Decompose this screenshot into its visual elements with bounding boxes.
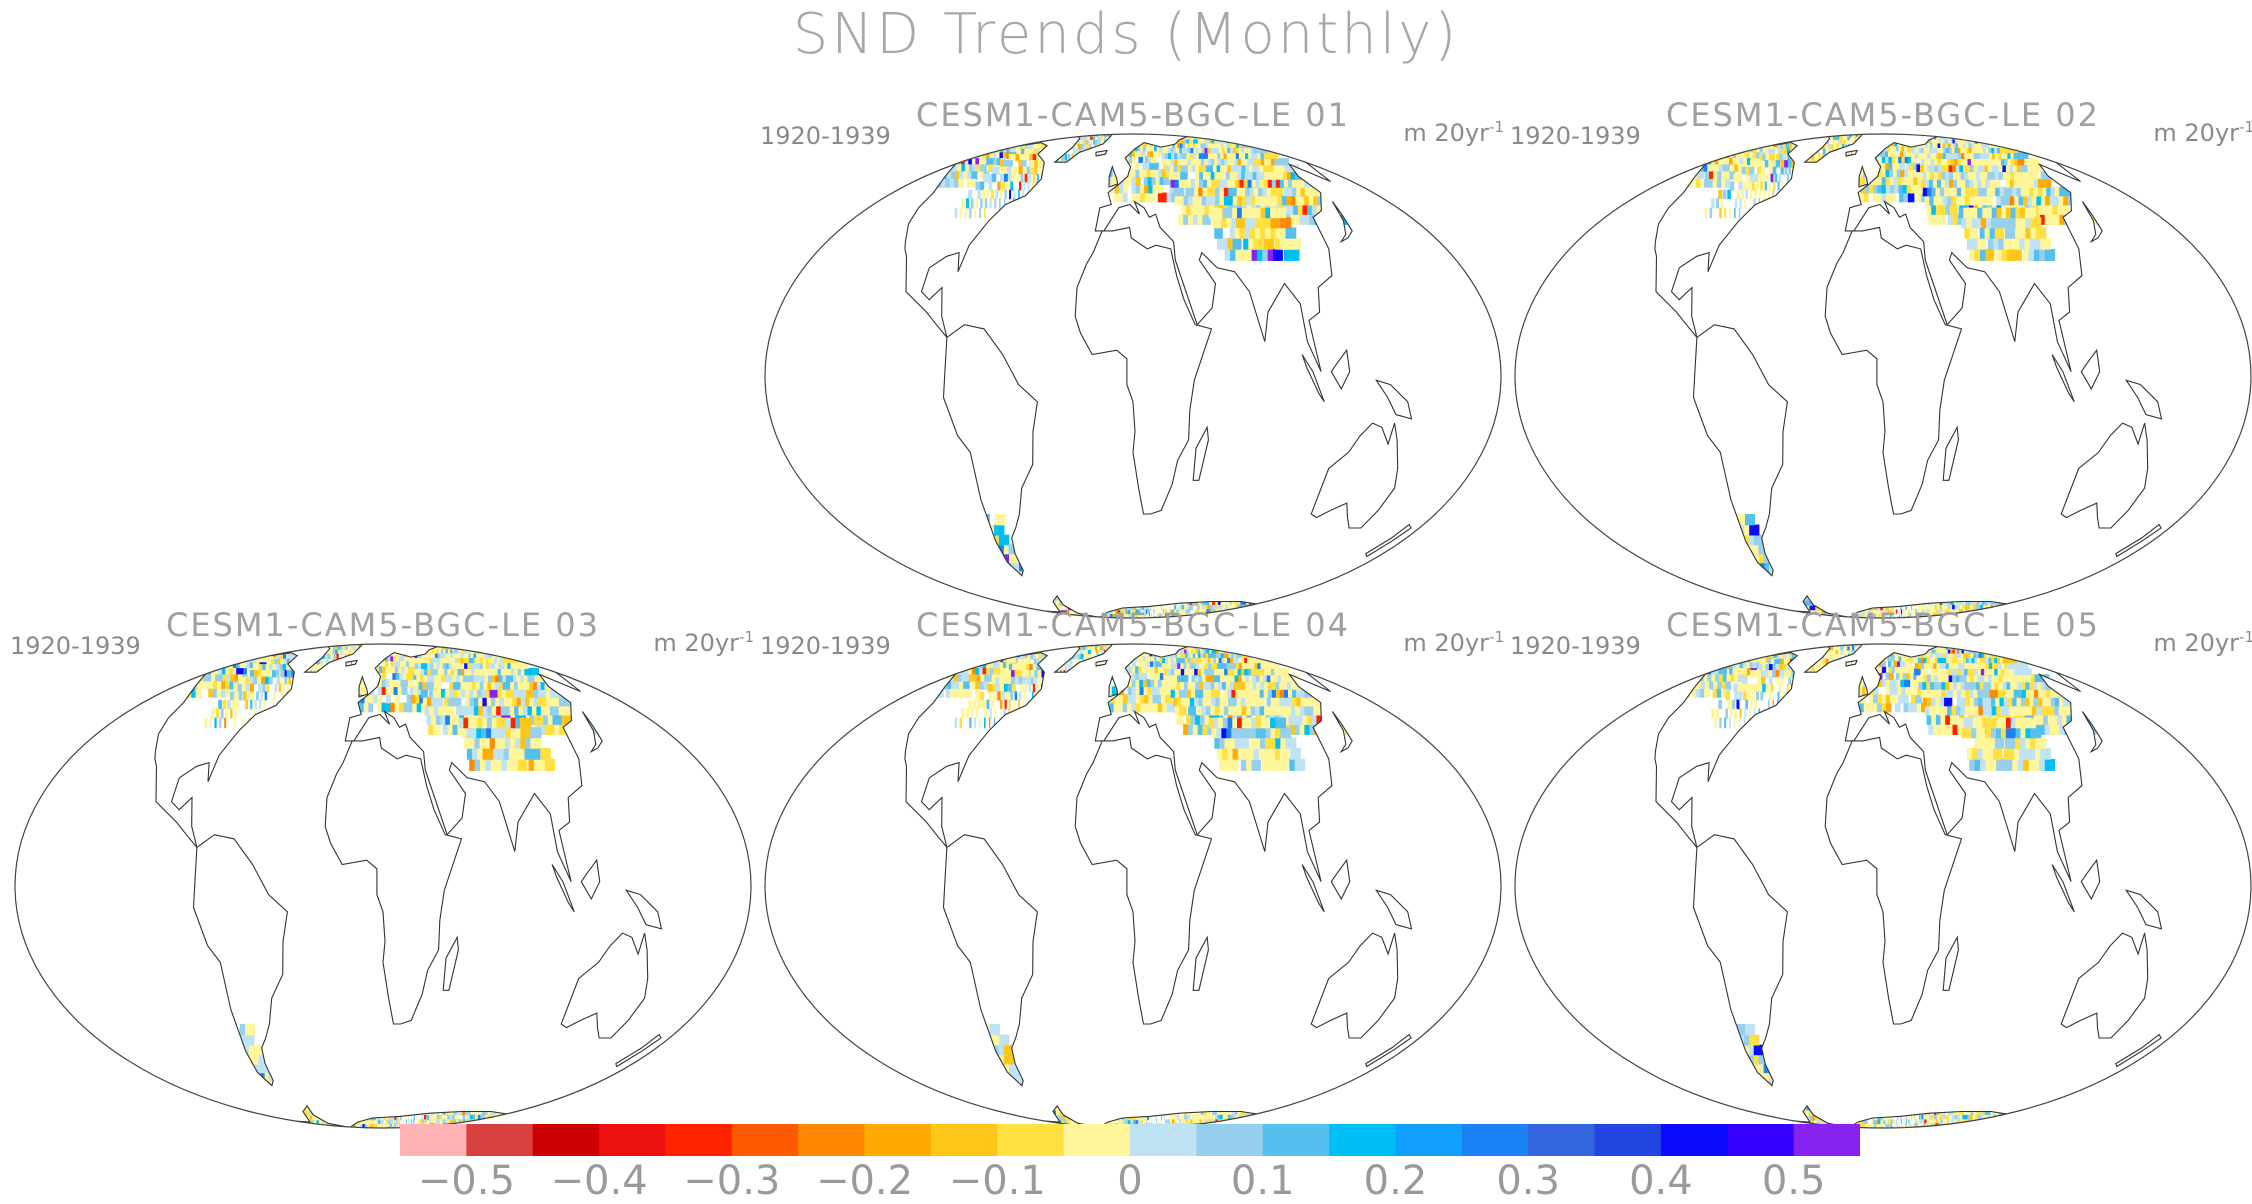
panel-title: CESM1-CAM5-BGC-LE 03 bbox=[165, 606, 600, 644]
colorbar-swatch bbox=[731, 1124, 799, 1156]
colorbar-tick-label: −0.2 bbox=[815, 1158, 914, 1204]
colorbar-swatch bbox=[930, 1124, 998, 1156]
map-boundary bbox=[764, 643, 1502, 1129]
panel-units: m 20yr-1 bbox=[653, 628, 754, 657]
colorbar-swatch bbox=[864, 1124, 932, 1156]
panel-period: 1920-1939 bbox=[760, 632, 891, 660]
colorbar-tick-label: 0.5 bbox=[1761, 1158, 1826, 1204]
coastlines bbox=[903, 644, 1413, 1128]
colorbar-swatch bbox=[400, 1124, 467, 1156]
map-boundary bbox=[14, 643, 752, 1129]
snow-trend-field bbox=[903, 644, 1352, 1128]
map-boundary bbox=[764, 133, 1502, 619]
panel-title: CESM1-CAM5-BGC-LE 01 bbox=[915, 96, 1350, 134]
map-plot bbox=[14, 643, 752, 1129]
colorbar-swatch bbox=[1196, 1124, 1264, 1156]
map-boundary bbox=[1514, 643, 2252, 1129]
colorbar-tick-label: 0.1 bbox=[1230, 1158, 1295, 1204]
map-plot bbox=[1514, 643, 2252, 1129]
colorbar-tick-label: −0.3 bbox=[683, 1158, 781, 1204]
colorbar-swatch bbox=[1395, 1124, 1463, 1156]
colorbar-swatch bbox=[1130, 1124, 1197, 1156]
colorbar-swatch bbox=[1262, 1124, 1330, 1156]
map-panel-04: CESM1-CAM5-BGC-LE 04 1920-1939 m 20yr-1 bbox=[758, 606, 1508, 1134]
panel-units: m 20yr-1 bbox=[2153, 628, 2252, 657]
colorbar-tick-label: 0.4 bbox=[1629, 1158, 1693, 1204]
map-plot bbox=[764, 133, 1502, 619]
colorbar-tick-label: 0 bbox=[1117, 1158, 1143, 1204]
panel-units: m 20yr-1 bbox=[1403, 118, 1504, 147]
snow-trend-field bbox=[153, 644, 602, 1128]
colorbar-swatch bbox=[1727, 1124, 1795, 1156]
colorbar-swatch bbox=[1329, 1124, 1396, 1156]
colorbar-tick-label: −0.4 bbox=[550, 1158, 648, 1204]
colorbar-tick-label: 0.3 bbox=[1496, 1158, 1560, 1204]
colorbar-swatch bbox=[798, 1124, 866, 1156]
map-plot bbox=[1514, 133, 2252, 619]
figure-title: SND Trends (Monthly) bbox=[792, 2, 1460, 67]
colorbar-swatch bbox=[997, 1124, 1065, 1156]
colorbar-swatch bbox=[1528, 1124, 1596, 1156]
colorbar-swatch bbox=[599, 1124, 666, 1156]
colorbar bbox=[400, 1124, 1860, 1156]
snow-trend-field bbox=[1653, 644, 2097, 1128]
coastlines bbox=[153, 644, 663, 1128]
panel-units: m 20yr-1 bbox=[1403, 628, 1504, 657]
coastlines bbox=[1653, 644, 2163, 1128]
colorbar-swatch bbox=[466, 1124, 534, 1156]
colorbar-swatch bbox=[1063, 1124, 1131, 1156]
colorbar-swatch bbox=[1793, 1124, 1860, 1156]
colorbar-swatch bbox=[1660, 1124, 1728, 1156]
snow-trend-field bbox=[1653, 134, 2102, 618]
map-panel-03: CESM1-CAM5-BGC-LE 03 1920-1939 m 20yr-1 bbox=[8, 606, 758, 1134]
panel-period: 1920-1939 bbox=[1510, 632, 1641, 660]
colorbar-swatch bbox=[532, 1124, 600, 1156]
panel-period: 1920-1939 bbox=[760, 122, 891, 150]
panel-period: 1920-1939 bbox=[1510, 122, 1641, 150]
colorbar-swatch bbox=[1461, 1124, 1529, 1156]
colorbar-swatch bbox=[1594, 1124, 1662, 1156]
panel-title: CESM1-CAM5-BGC-LE 04 bbox=[915, 606, 1350, 644]
panel-units: m 20yr-1 bbox=[2153, 118, 2252, 147]
colorbar-tick-label: −0.1 bbox=[948, 1158, 1046, 1204]
map-panel-02: CESM1-CAM5-BGC-LE 02 1920-1939 m 20yr-1 bbox=[1508, 96, 2252, 624]
panel-period: 1920-1939 bbox=[10, 632, 141, 660]
coastlines bbox=[903, 134, 1413, 618]
colorbar-tick-label: 0.2 bbox=[1363, 1158, 1428, 1204]
colorbar-labels: −0.5 −0.4 −0.3 −0.2 −0.1 0 0.1 0.2 0.3 0.4 0.5 bbox=[400, 1158, 1860, 1204]
colorbar-swatch bbox=[665, 1124, 733, 1156]
panel-title: CESM1-CAM5-BGC-LE 05 bbox=[1665, 606, 2100, 644]
map-panel-01: CESM1-CAM5-BGC-LE 01 1920-1939 m 20yr-1 bbox=[758, 96, 1508, 624]
panel-title: CESM1-CAM5-BGC-LE 02 bbox=[1665, 96, 2100, 134]
coastlines bbox=[1653, 134, 2163, 618]
map-boundary bbox=[1514, 133, 2252, 619]
snow-trend-field bbox=[903, 134, 1352, 618]
colorbar-tick-label: −0.5 bbox=[417, 1158, 515, 1204]
map-plot bbox=[764, 643, 1502, 1129]
map-panel-05: CESM1-CAM5-BGC-LE 05 1920-1939 m 20yr-1 bbox=[1508, 606, 2252, 1134]
